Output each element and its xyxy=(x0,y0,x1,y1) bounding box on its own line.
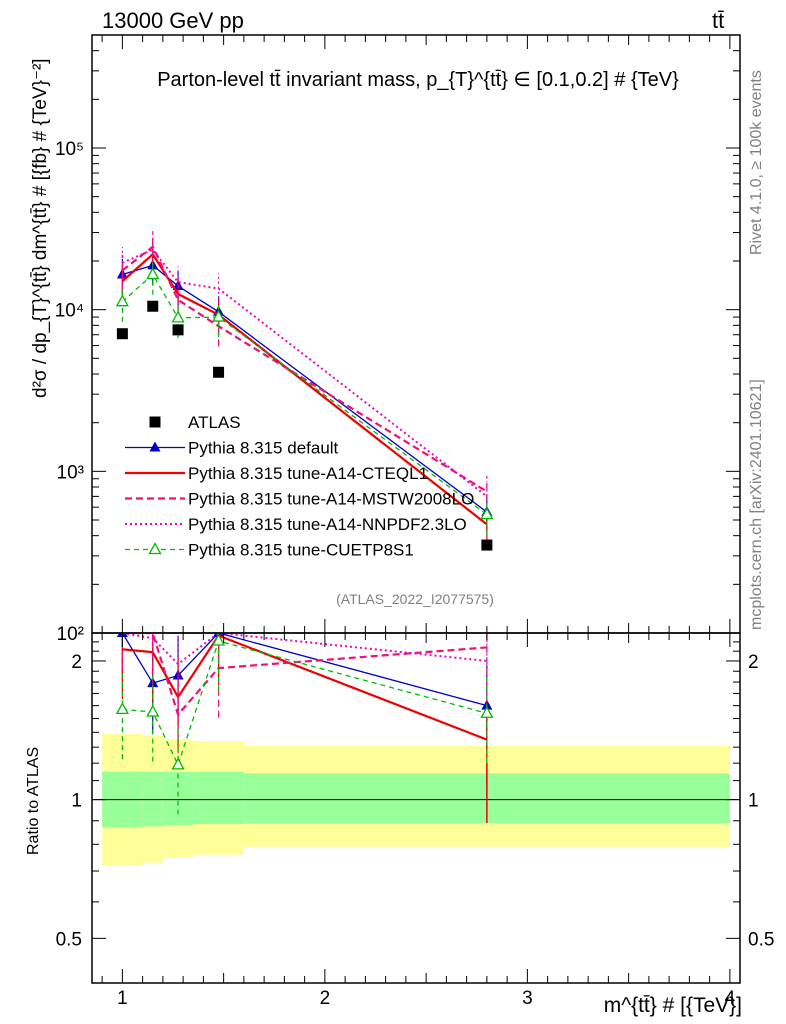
side-top-note: Rivet 4.1.0, ≥ 100k events xyxy=(748,70,765,255)
side-bottom-note: mcplots.cern.ch [arXiv:2401.10621] xyxy=(748,379,765,630)
legend-item-cteq: Pythia 8.315 tune-A14-CTEQL1 xyxy=(125,464,428,483)
main-point-atlas xyxy=(481,539,493,551)
legend-label: ATLAS xyxy=(188,413,241,432)
legend-label: Pythia 8.315 default xyxy=(188,439,339,458)
main-panel: 10² 10³ 10⁴ 10⁵ Parton-level tt̄ invariant … xyxy=(30,34,741,645)
legend-item-mstw: Pythia 8.315 tune-A14-MSTW2008LO xyxy=(125,490,474,509)
ratio-band-inner xyxy=(162,771,194,826)
ratio-ytick-label-right: 2 xyxy=(748,652,759,673)
header-left: 13000 GeV pp xyxy=(102,8,244,33)
ratio-band-inner xyxy=(193,771,244,825)
main-point-cuetp xyxy=(115,294,129,307)
ratio-series-default xyxy=(116,633,493,756)
main-point-cuetp xyxy=(480,507,494,520)
legend-swatch-marker xyxy=(148,542,162,555)
main-point-atlas xyxy=(213,366,225,378)
main-point-atlas xyxy=(116,328,128,340)
legend-item-nnpdf: Pythia 8.315 tune-A14-NNPDF2.3LO xyxy=(125,515,467,534)
ratio-line-cuetp xyxy=(122,640,488,767)
ratio-point-cuetp xyxy=(146,704,160,717)
ratio-series-nnpdf xyxy=(121,633,488,714)
main-point-cuetp xyxy=(211,309,226,322)
legend-item-default: Pythia 8.315 default xyxy=(125,439,339,458)
main-point-atlas xyxy=(172,324,184,336)
main-ytick-label: 10² xyxy=(57,624,84,645)
main-point-cuetp xyxy=(171,310,185,323)
legend-item-atlas: ATLAS xyxy=(149,413,241,432)
ratio-series-cuetp xyxy=(115,633,494,815)
main-ytick-label: 10³ xyxy=(57,462,84,483)
analysis-watermark: (ATLAS_2022_I2077575) xyxy=(336,591,494,607)
main-ytick-label: 10⁵ xyxy=(55,139,84,160)
main-series-cuetp xyxy=(115,258,494,535)
ratio-panel: 0.5 0.5 1 1 2 2 1 2 3 4 Ratio to ATLAS m^{tt̄} # … xyxy=(25,632,774,1017)
main-ytick-label: 10⁴ xyxy=(55,301,84,322)
ratio-point-cuetp xyxy=(115,702,129,715)
legend-swatch-marker xyxy=(149,441,161,452)
x-tick-label: 4 xyxy=(725,988,736,1009)
legend-label: Pythia 8.315 tune-A14-CTEQL1 xyxy=(188,464,428,483)
legend-label: Pythia 8.315 tune-CUETP8S1 xyxy=(188,541,414,560)
x-tick-label: 1 xyxy=(117,988,128,1009)
ratio-point-cuetp xyxy=(171,757,185,770)
x-axis-label: m^{tt̄} # [{TeV}] xyxy=(604,994,742,1017)
main-title: Parton-level tt̄ invariant mass, p_{T}^{… xyxy=(157,69,679,91)
x-tick-label: 2 xyxy=(320,988,331,1009)
ratio-ytick-label: 2 xyxy=(71,652,82,673)
legend-swatch-marker xyxy=(149,416,161,428)
x-tick-label: 3 xyxy=(522,988,533,1009)
ratio-frame xyxy=(91,632,741,984)
ratio-ytick-label-right: 0.5 xyxy=(748,929,774,950)
ratio-point-cuetp xyxy=(211,633,226,646)
ratio-ytick-label: 0.5 xyxy=(56,929,82,950)
header-right: tt̄ xyxy=(712,8,724,33)
legend: ATLAS Pythia 8.315 default Pythia 8.315 tu… xyxy=(125,413,474,560)
ratio-band-inner xyxy=(142,771,163,827)
ratio-ylabel: Ratio to ATLAS xyxy=(25,747,42,855)
main-series-atlas xyxy=(116,300,493,551)
ratio-ytick-label-right: 1 xyxy=(748,791,759,812)
legend-label: Pythia 8.315 tune-A14-NNPDF2.3LO xyxy=(188,515,467,534)
legend-item-cuetp: Pythia 8.315 tune-CUETP8S1 xyxy=(125,541,414,560)
ratio-ytick-label: 1 xyxy=(71,791,82,812)
main-ylabel: d²σ / dp_{T}^{tt̄} dm^{tt̄} # [{fb} # {T… xyxy=(30,58,51,398)
ratio-point-cuetp xyxy=(480,705,494,718)
main-point-atlas xyxy=(147,300,159,312)
legend-label: Pythia 8.315 tune-A14-MSTW2008LO xyxy=(188,490,474,509)
main-line-cteq xyxy=(121,252,488,526)
main-point-cuetp xyxy=(146,267,160,280)
ratio-line-mstw xyxy=(122,633,487,717)
